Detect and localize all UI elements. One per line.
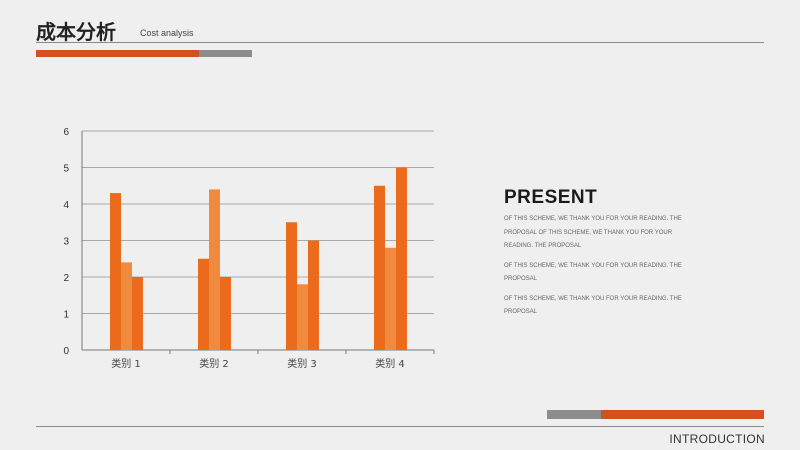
x-tick-label: 类别 1 [111, 357, 141, 370]
y-tick-label: 6 [63, 127, 69, 138]
present-body: OF THIS SCHEME, WE THANK YOU FOR YOUR RE… [504, 213, 694, 326]
bar [220, 277, 231, 350]
bar [121, 262, 132, 350]
y-tick-label: 1 [63, 310, 69, 321]
x-tick-label: 类别 4 [375, 357, 405, 370]
present-paragraph-2: OF THIS SCHEME, WE THANK YOU FOR YOUR RE… [504, 262, 682, 283]
bar [396, 167, 407, 350]
y-tick-label: 2 [63, 273, 69, 284]
bar [385, 247, 396, 350]
footer-label: INTRODUCTION [669, 432, 765, 446]
bar [297, 284, 308, 350]
page-title: 成本分析 [36, 20, 116, 44]
bar [198, 258, 209, 350]
bar [132, 277, 143, 350]
top-accent-bar [36, 50, 199, 57]
y-tick-label: 4 [63, 200, 69, 211]
top-gray-bar [199, 50, 252, 57]
bar [286, 222, 297, 350]
bar [308, 240, 319, 350]
bottom-accent-bar [601, 410, 764, 419]
bar [374, 185, 385, 350]
bottom-divider [36, 426, 764, 427]
y-tick-label: 3 [63, 237, 69, 248]
top-divider [36, 42, 764, 43]
bottom-gray-bar [547, 410, 601, 419]
y-tick-label: 0 [63, 346, 69, 357]
x-tick-label: 类别 3 [287, 357, 317, 370]
page-subtitle: Cost analysis [140, 28, 194, 38]
present-paragraph-1: OF THIS SCHEME, WE THANK YOU FOR YOUR RE… [504, 216, 682, 249]
bar [110, 193, 121, 350]
x-tick-label: 类别 2 [199, 357, 229, 370]
y-tick-label: 5 [63, 164, 69, 175]
present-heading: PRESENT [504, 187, 598, 208]
present-paragraph-3: OF THIS SCHEME, WE THANK YOU FOR YOUR RE… [504, 295, 682, 316]
bar [209, 189, 220, 350]
